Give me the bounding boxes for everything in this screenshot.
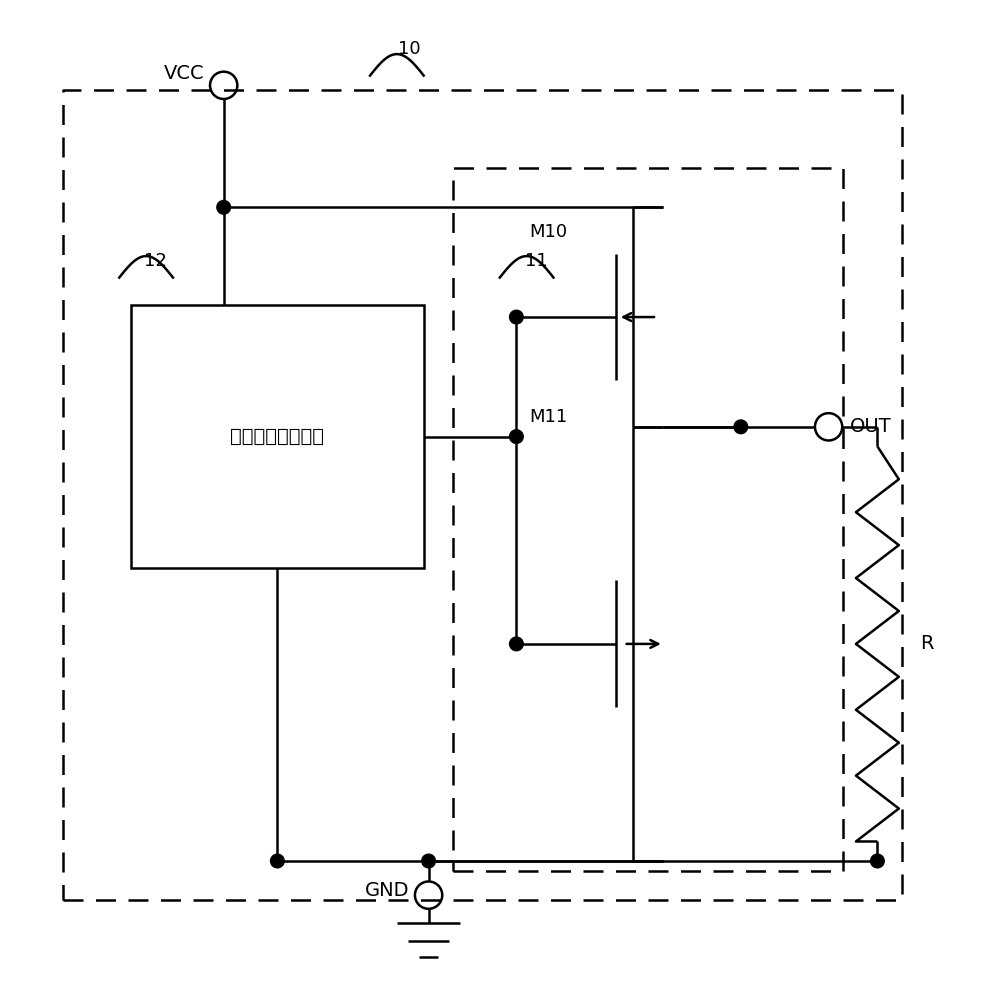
Text: OUT: OUT <box>850 417 892 436</box>
Circle shape <box>216 200 230 214</box>
Text: M10: M10 <box>529 223 567 241</box>
Circle shape <box>510 430 523 443</box>
Text: VCC: VCC <box>163 64 204 83</box>
Text: 核心采样控制电路: 核心采样控制电路 <box>230 427 325 446</box>
Text: 10: 10 <box>398 40 420 58</box>
Text: 12: 12 <box>144 252 167 270</box>
Text: 11: 11 <box>524 252 547 270</box>
Text: GND: GND <box>364 881 409 900</box>
Circle shape <box>510 310 523 324</box>
Bar <box>131 305 424 568</box>
Circle shape <box>734 420 748 434</box>
Circle shape <box>510 637 523 651</box>
Text: R: R <box>920 634 934 653</box>
Circle shape <box>271 854 284 868</box>
Text: M11: M11 <box>528 408 567 426</box>
Circle shape <box>422 854 435 868</box>
Circle shape <box>871 854 885 868</box>
